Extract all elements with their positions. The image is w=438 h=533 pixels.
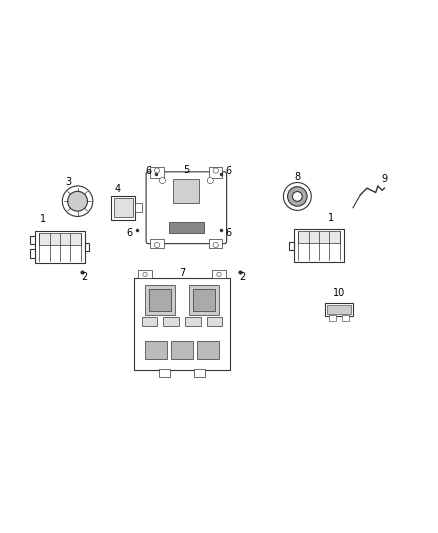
Text: 9: 9	[381, 174, 388, 184]
Bar	[30, 236, 35, 245]
Circle shape	[143, 272, 147, 277]
Circle shape	[213, 168, 219, 173]
Text: 8: 8	[294, 172, 300, 182]
Bar	[171, 341, 193, 359]
Text: 1: 1	[328, 213, 334, 223]
Circle shape	[283, 182, 311, 211]
Bar	[145, 285, 176, 315]
Bar	[188, 285, 219, 315]
Bar	[141, 318, 157, 326]
Bar	[289, 241, 294, 249]
FancyBboxPatch shape	[146, 172, 226, 244]
Bar	[134, 278, 230, 370]
Bar	[209, 167, 222, 179]
Text: 7: 7	[179, 268, 185, 278]
Bar	[149, 289, 171, 311]
Text: 3: 3	[66, 176, 72, 187]
Text: 10: 10	[332, 288, 345, 297]
Bar	[39, 233, 81, 245]
Bar	[197, 341, 219, 359]
Circle shape	[217, 272, 221, 277]
Bar	[150, 167, 163, 179]
Bar	[135, 204, 142, 212]
Text: 6: 6	[145, 166, 152, 176]
Bar	[150, 239, 163, 248]
Bar	[85, 243, 89, 251]
Text: 5: 5	[183, 165, 190, 175]
Bar	[114, 198, 133, 217]
Text: 6: 6	[226, 166, 232, 176]
Bar	[169, 222, 204, 233]
Bar	[138, 270, 152, 278]
Bar	[159, 369, 170, 377]
Bar	[207, 318, 223, 326]
Bar	[194, 369, 205, 377]
Bar	[35, 231, 85, 263]
Bar	[209, 239, 222, 248]
Bar	[325, 303, 353, 316]
Circle shape	[62, 186, 93, 216]
Bar	[193, 289, 215, 311]
Text: 6: 6	[226, 228, 232, 238]
Bar	[327, 305, 351, 313]
Circle shape	[159, 177, 166, 183]
Bar	[342, 315, 349, 321]
Bar	[30, 249, 35, 257]
Text: 4: 4	[115, 184, 121, 194]
Bar	[212, 270, 226, 278]
Text: 1: 1	[40, 214, 46, 224]
Bar	[294, 229, 344, 262]
Circle shape	[293, 191, 302, 201]
Circle shape	[207, 177, 213, 183]
Bar	[173, 180, 199, 204]
Bar	[298, 231, 340, 244]
Bar	[163, 318, 179, 326]
Bar	[328, 315, 336, 321]
Circle shape	[154, 168, 159, 173]
Circle shape	[213, 243, 219, 247]
Circle shape	[67, 191, 88, 211]
Circle shape	[154, 243, 159, 247]
Text: 2: 2	[81, 272, 87, 282]
Bar	[185, 318, 201, 326]
Circle shape	[288, 187, 307, 206]
Text: 2: 2	[239, 272, 245, 282]
Bar	[145, 341, 167, 359]
Bar	[111, 196, 135, 220]
Text: 6: 6	[127, 228, 133, 238]
